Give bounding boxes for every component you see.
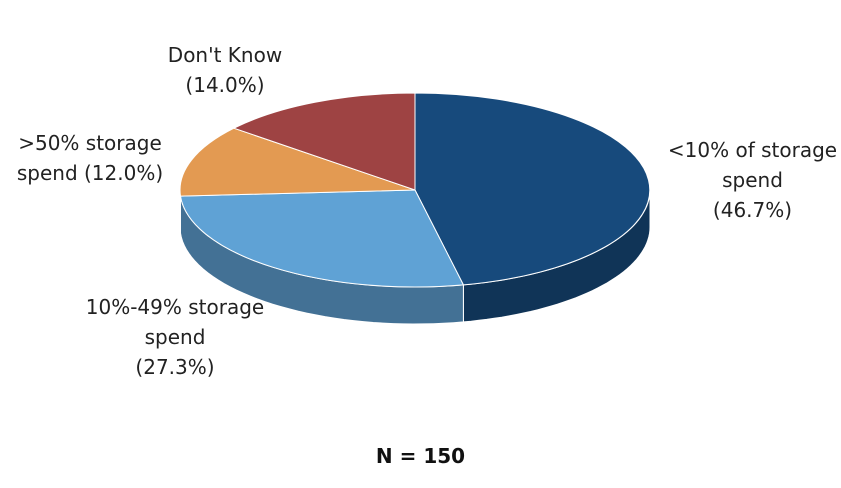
slice bbox=[232, 92, 416, 191]
value-label: (14.0%) bbox=[185, 73, 265, 97]
slice-label: <10% of storage spend (46.7%) bbox=[660, 135, 841, 225]
value-label: (27.3%) bbox=[135, 355, 215, 379]
annotation: N = 150 bbox=[375, 444, 466, 468]
slice-label: >50% storage spend (12.0%) bbox=[0, 128, 180, 188]
category-label: >50% storage spend bbox=[16, 131, 162, 185]
category-label: 10%-49% storage spend bbox=[85, 295, 265, 349]
category-label: Don't Know bbox=[167, 43, 283, 67]
value-label: (46.7%) bbox=[712, 198, 793, 222]
slice bbox=[179, 127, 416, 197]
category-label: <10% of storage spend bbox=[667, 138, 838, 192]
value-label: (12.0%) bbox=[84, 161, 164, 185]
slice bbox=[414, 92, 651, 286]
slice-label: Don't Know (14.0%) bbox=[145, 40, 305, 100]
slice bbox=[179, 189, 465, 288]
slice-label: 10%-49% storage spend (27.3%) bbox=[75, 292, 275, 382]
